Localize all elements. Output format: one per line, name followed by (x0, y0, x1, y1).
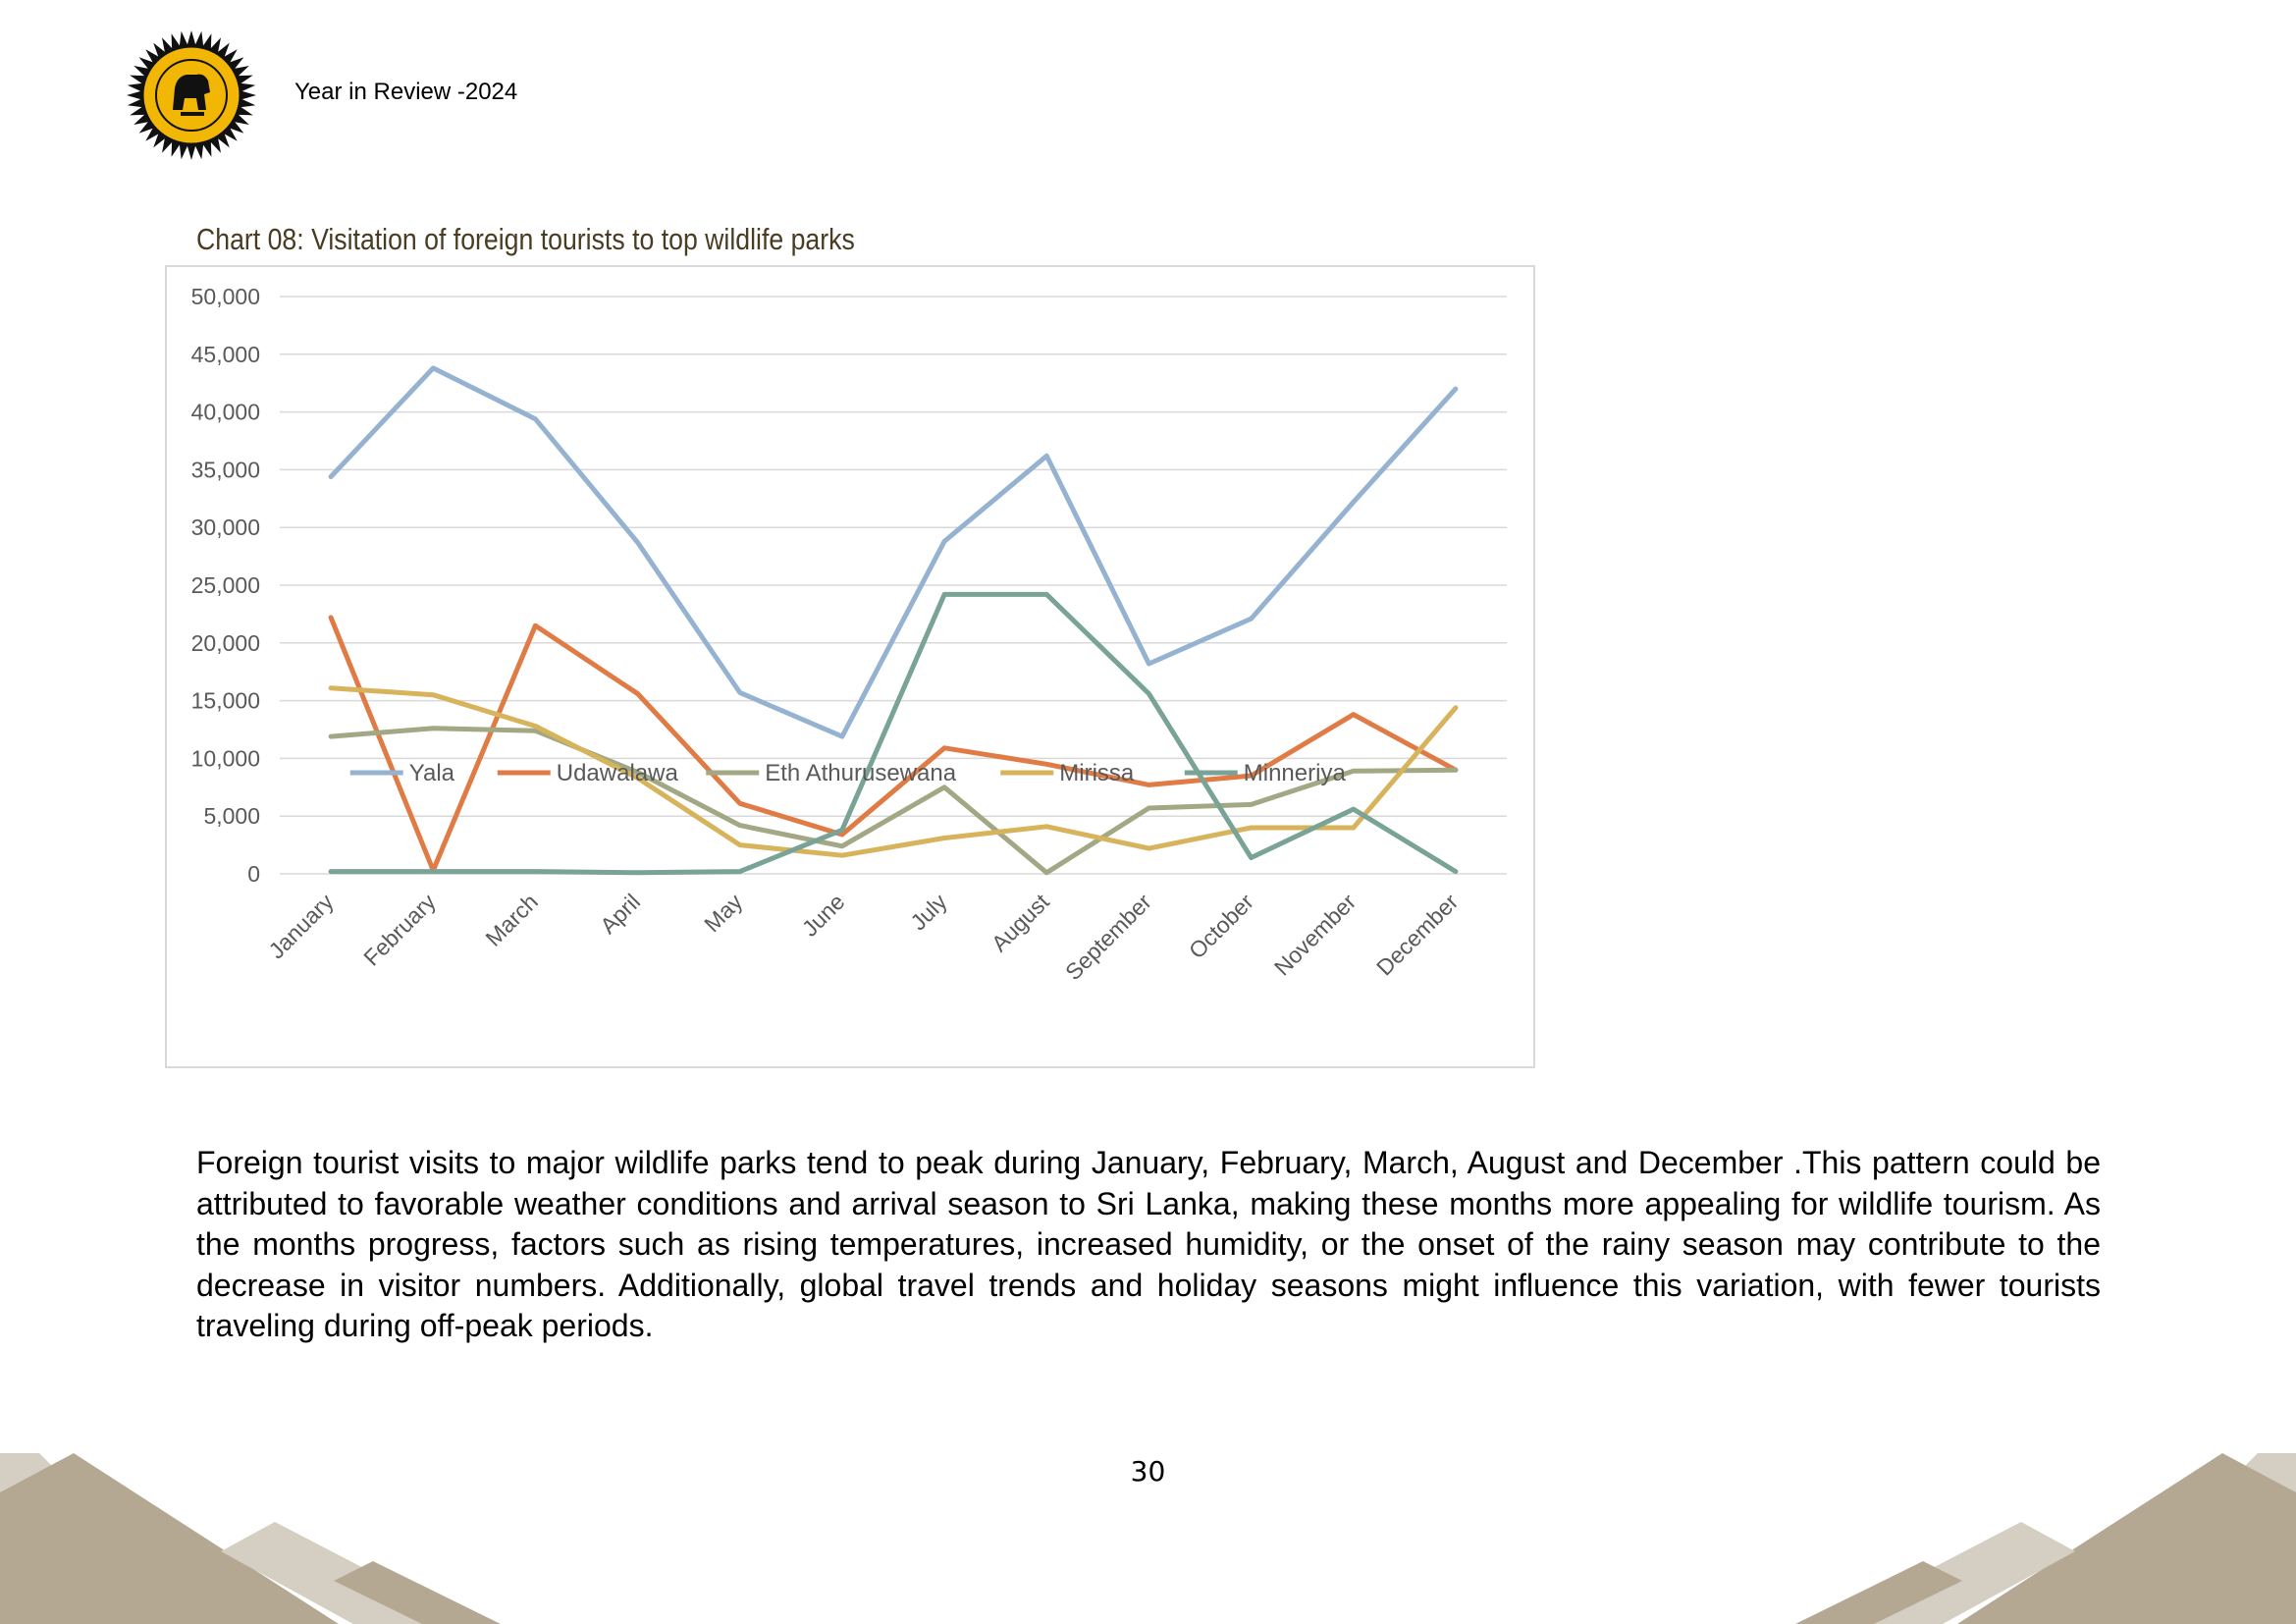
x-tick-label: September (1060, 889, 1156, 985)
y-tick-label: 5,000 (203, 803, 260, 829)
x-tick-label: April (595, 889, 645, 939)
x-tick-label: December (1371, 889, 1464, 981)
legend-label: Yala (409, 760, 455, 786)
x-tick-label: November (1269, 889, 1362, 981)
series-line-udawalawa (328, 615, 1459, 873)
footer-mountain-decoration (0, 1453, 2296, 1624)
legend-label: Mirissa (1059, 760, 1135, 786)
legend-label: Udawalawa (557, 760, 679, 786)
report-header-title: Year in Review -2024 (294, 79, 518, 105)
y-tick-label: 45,000 (191, 342, 260, 367)
chart-title: Chart 08: Visitation of foreign tourists… (196, 222, 855, 256)
y-tick-label: 25,000 (191, 572, 260, 598)
y-tick-label: 0 (247, 861, 260, 887)
y-tick-label: 20,000 (191, 630, 260, 656)
body-paragraph: Foreign tourist visits to major wildlife… (196, 1145, 2101, 1343)
x-tick-label: February (358, 889, 441, 971)
legend-label: Eth Athurusewana (765, 760, 956, 786)
x-tick-label: June (797, 889, 850, 942)
y-tick-label: 15,000 (191, 688, 260, 714)
legend-label: Minneriya (1244, 760, 1347, 786)
y-tick-label: 40,000 (191, 400, 260, 425)
series-line-minneriya (328, 591, 1459, 876)
page-number: 30 (1130, 1455, 1166, 1488)
x-tick-label: July (905, 889, 952, 936)
y-tick-label: 35,000 (191, 457, 260, 482)
y-tick-label: 10,000 (191, 745, 260, 771)
line-chart: 0 5,000 10,000 15,000 20,000 25,000 30,000 35,0… (191, 284, 1507, 985)
y-tick-label: 50,000 (191, 284, 260, 309)
series-line-yala (328, 365, 1459, 739)
chart-container: 0 5,000 10,000 15,000 20,000 25,000 30,000 35,0… (165, 265, 1535, 1068)
x-tick-label: August (987, 889, 1054, 956)
series-line-eth-athurusewana (328, 726, 1459, 876)
x-tick-label: October (1184, 889, 1258, 963)
x-tick-label: March (480, 889, 543, 951)
series-line-mirissa (328, 685, 1459, 858)
x-tick-label: May (699, 889, 747, 937)
y-tick-label: 30,000 (191, 514, 260, 540)
x-tick-label: January (263, 889, 339, 964)
sri-lanka-tourism-seal-icon (127, 30, 256, 160)
